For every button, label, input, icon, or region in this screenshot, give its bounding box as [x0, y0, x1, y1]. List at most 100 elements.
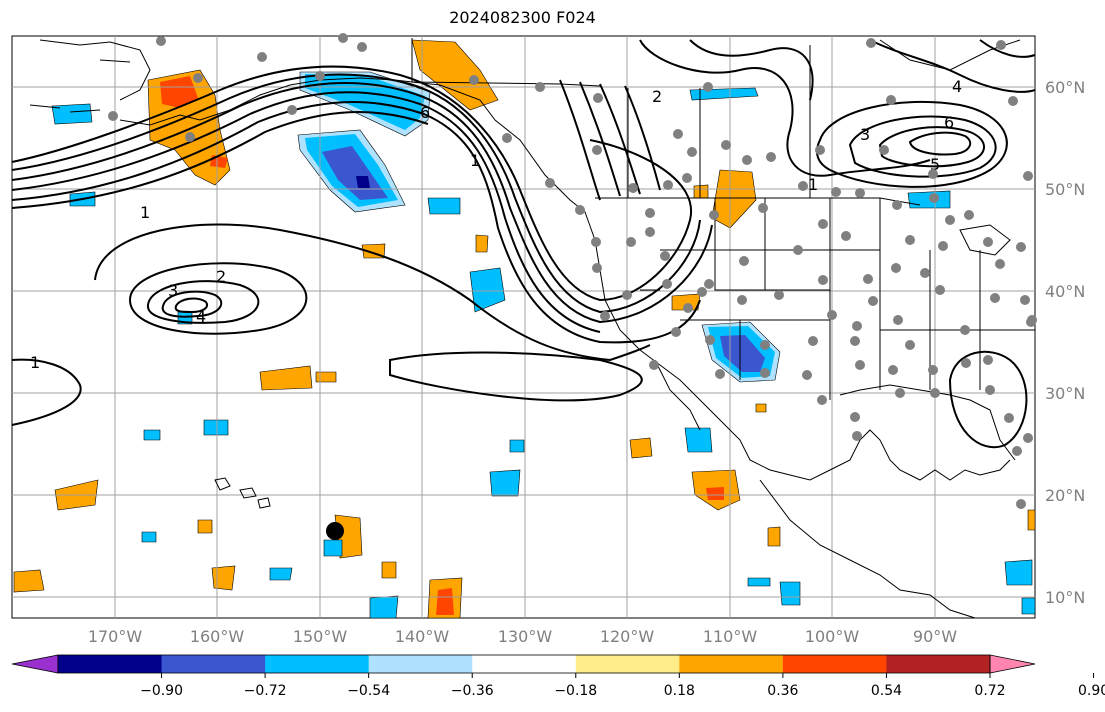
- positive-core: [160, 76, 198, 108]
- canada-interior: [411, 81, 601, 87]
- contour-line: [878, 126, 985, 168]
- colorbar-segment: [575, 655, 680, 673]
- negative-area: [51, 103, 93, 125]
- positive-area: [755, 403, 767, 413]
- contour-line: [908, 131, 972, 156]
- negative-area: [427, 197, 461, 215]
- latitude-labels: 60°N 50°N 40°N 30°N 20°N 10°N: [1045, 78, 1085, 607]
- contour-line: [559, 79, 661, 201]
- colorbar-tick-label: −0.18: [554, 683, 597, 699]
- colorbar-tick-label: 0.72: [974, 683, 1005, 699]
- map-title: 2024082300 F024: [449, 8, 596, 27]
- positive-area: [475, 234, 489, 253]
- colorbar-tick-label: 0.90: [1078, 683, 1105, 699]
- negative-area: [141, 531, 157, 543]
- colorbar-tick-label: 0.54: [871, 683, 902, 699]
- colorbar-tick-label: −0.90: [140, 683, 183, 699]
- colorbar-segment: [472, 655, 577, 673]
- colorbar-outline: [57, 654, 991, 674]
- lon-label: 130°W: [498, 627, 553, 646]
- lat-label: 20°N: [1045, 486, 1085, 505]
- contour-line: [128, 262, 308, 335]
- central-america-coast: [759, 479, 976, 619]
- aleutians: [29, 59, 131, 113]
- negative-area: [907, 190, 951, 209]
- negative-area: [489, 469, 521, 497]
- colorbar-segment: [782, 655, 887, 673]
- contour-label: 1: [140, 203, 150, 222]
- positive-area: [1027, 509, 1036, 531]
- negative-area: [469, 267, 506, 313]
- negative-area: [1004, 559, 1033, 586]
- contour-label: 2: [216, 267, 226, 286]
- positive-area: [711, 169, 757, 229]
- positive-area: [381, 561, 397, 579]
- contour-label: 5: [930, 155, 940, 174]
- us-canada-border: [595, 197, 921, 206]
- contour-line: [11, 73, 701, 314]
- contour-line: [848, 115, 997, 178]
- contour-line: [639, 39, 931, 177]
- negative-area: [779, 581, 801, 606]
- positive-area: [671, 293, 701, 311]
- map-panel: 1 2 3 4 6 2 3 4 5 6 1 1 1: [11, 33, 1037, 619]
- baja-coast: [654, 359, 701, 431]
- colorbar-extend-high: [989, 654, 1036, 674]
- colorbar-segment: [161, 655, 266, 673]
- graticule: [12, 36, 1035, 618]
- negative-area: [269, 567, 293, 581]
- lon-label: 170°W: [88, 627, 143, 646]
- negative-core: [356, 176, 370, 188]
- lon-label: 140°W: [395, 627, 450, 646]
- contour-line: [11, 81, 713, 324]
- negative-area: [143, 429, 161, 441]
- positive-area: [13, 569, 45, 593]
- contour-line: [11, 111, 429, 209]
- contour-line: [11, 91, 601, 333]
- positive-area: [259, 365, 313, 391]
- lat-label: 60°N: [1045, 78, 1085, 97]
- negative-core: [720, 335, 765, 372]
- coastlines: [29, 38, 1035, 619]
- contour-label: 6: [420, 103, 430, 122]
- contour-line: [147, 280, 260, 324]
- lon-label: 90°W: [913, 627, 957, 646]
- colorbar-tick-label: 0.36: [767, 683, 798, 699]
- negative-area: [684, 427, 713, 453]
- colorbar-segment: [58, 655, 163, 673]
- contour-line: [689, 39, 814, 101]
- lat-label: 50°N: [1045, 180, 1085, 199]
- positive-area: [197, 519, 213, 534]
- contour-line: [869, 39, 1036, 93]
- positive-area: [211, 565, 236, 591]
- negative-area: [323, 539, 343, 557]
- contour-label: 4: [196, 307, 206, 326]
- contour-label: 1: [30, 353, 40, 372]
- lat-label: 10°N: [1045, 588, 1085, 607]
- great-lakes: [959, 224, 1011, 256]
- colorbar-tick-label: 0.18: [664, 683, 695, 699]
- contour-line: [389, 351, 643, 402]
- colorbar-tick-label: −0.36: [451, 683, 494, 699]
- state-line: [714, 198, 830, 291]
- positive-area: [315, 371, 337, 383]
- contour-label: 3: [168, 281, 178, 300]
- colorbar-segment: [886, 655, 991, 673]
- colorbar: −0.90 −0.72 −0.54 −0.36 −0.18 0.18 0.36 0.54 0.7…: [11, 654, 1105, 699]
- contour-label: 2: [652, 87, 662, 106]
- negative-area: [1021, 597, 1036, 615]
- colorbar-tick-label: −0.72: [244, 683, 287, 699]
- contour-label: 1: [470, 151, 480, 170]
- lon-label: 100°W: [805, 627, 860, 646]
- lon-label: 150°W: [293, 627, 348, 646]
- negative-core: [322, 146, 388, 200]
- negative-area: [369, 595, 399, 619]
- colorbar-segment: [679, 655, 784, 673]
- contour-line: [979, 39, 1036, 58]
- colorbar-segment: [368, 655, 473, 673]
- station-dots: [108, 33, 1037, 509]
- colorbar-segment: [265, 655, 370, 673]
- negative-area: [747, 577, 771, 587]
- negative-area: [509, 439, 525, 453]
